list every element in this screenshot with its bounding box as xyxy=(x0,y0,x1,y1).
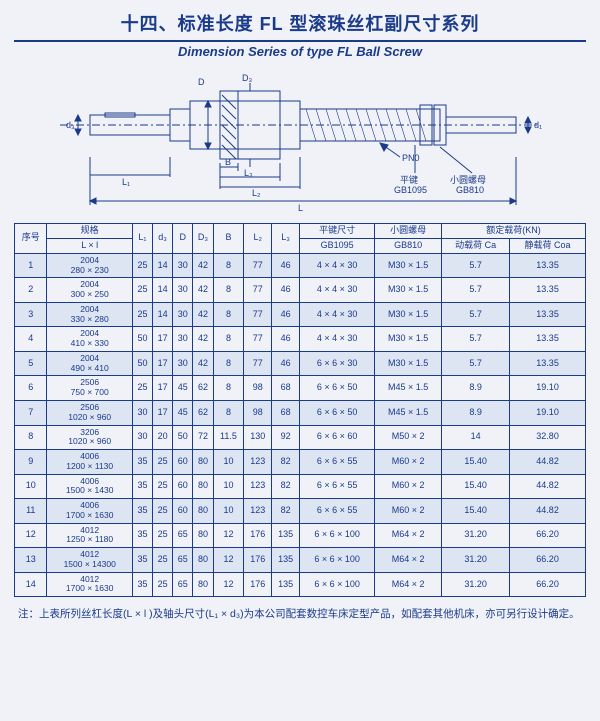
table-row: 725061020 × 96030174562898686 × 6 × 50M4… xyxy=(15,400,586,425)
th-L1: L₁ xyxy=(132,224,152,254)
table-row: 52004490 × 41050173042877466 × 6 × 30M30… xyxy=(15,351,586,376)
table-row: 1440121700 × 163035256580121761356 × 6 ×… xyxy=(15,572,586,597)
table-row: 1240121250 × 118035256580121761356 × 6 ×… xyxy=(15,523,586,548)
th-spec-top: 规格 xyxy=(47,224,132,239)
label-D3: D₃ xyxy=(242,73,252,83)
table-row: 32004330 × 28025143042877464 × 4 × 30M30… xyxy=(15,302,586,327)
label-D: D xyxy=(198,77,205,87)
table-row: 832061020 × 9603020507211.5130926 × 6 × … xyxy=(15,425,586,450)
th-D3: D₃ xyxy=(193,224,213,254)
technical-diagram: d₃ d₁ D D₃ B L₃ L₂ L₁ L PN0 平键 GB1095 小圆… xyxy=(14,65,586,215)
label-d3: d₃ xyxy=(66,120,75,130)
th-spec-bot: L × l xyxy=(47,238,132,253)
th-no: 序号 xyxy=(15,224,47,254)
table-row: 62506750 × 70025174562898686 × 6 × 50M45… xyxy=(15,376,586,401)
label-PN0: PN0 xyxy=(402,153,420,163)
dimension-table: 序号 规格 L₁ d₃ D D₃ B L₂ L₃ 平键尺寸 小圆螺母 额定载荷(… xyxy=(14,223,586,597)
label-flatkey: 平键 xyxy=(400,174,418,185)
label-gb810: GB810 xyxy=(456,185,484,195)
label-L1: L₁ xyxy=(122,177,130,187)
table-row: 22004300 × 25025143042877464 × 4 × 30M30… xyxy=(15,278,586,303)
label-L2: L₂ xyxy=(252,188,261,198)
th-L3: L₃ xyxy=(272,224,300,254)
th-coa: 静载荷 Coa xyxy=(510,238,586,253)
th-nut-top: 小圆螺母 xyxy=(375,224,442,239)
label-B: B xyxy=(225,157,231,167)
label-L3: L₃ xyxy=(244,168,253,178)
th-L2: L₂ xyxy=(244,224,272,254)
label-roundnut: 小圆螺母 xyxy=(450,175,486,185)
table-row: 1140061700 × 16303525608010123826 × 6 × … xyxy=(15,499,586,524)
table-row: 940061200 × 11303525608010123826 × 6 × 5… xyxy=(15,450,586,475)
title-rule xyxy=(14,40,586,42)
table-row: 42004410 × 33050173042877464 × 4 × 30M30… xyxy=(15,327,586,352)
th-D: D xyxy=(173,224,193,254)
th-B: B xyxy=(213,224,244,254)
th-d3: d₃ xyxy=(153,224,173,254)
title-en: Dimension Series of type FL Ball Screw xyxy=(14,44,586,59)
th-load: 额定载荷(KN) xyxy=(442,224,586,239)
th-ca: 动载荷 Ca xyxy=(442,238,510,253)
label-gb1095: GB1095 xyxy=(394,185,427,195)
table-body: 12004280 × 23025143042877464 × 4 × 30M30… xyxy=(15,253,586,596)
table-row: 1340121500 × 1430035256580121761356 × 6 … xyxy=(15,548,586,573)
th-nut-bot: GB810 xyxy=(375,238,442,253)
th-flatkey-top: 平键尺寸 xyxy=(300,224,375,239)
table-row: 1040061500 × 14303525608010123826 × 6 × … xyxy=(15,474,586,499)
th-flatkey-bot: GB1095 xyxy=(300,238,375,253)
footnote: 注：上表所列丝杠长度(L × l )及轴头尺寸(L₁ × d₃)为本公司配套数控… xyxy=(14,607,586,623)
label-d1: d₁ xyxy=(534,120,542,130)
title-cn: 十四、标准长度 FL 型滚珠丝杠副尺寸系列 xyxy=(14,10,586,36)
table-row: 12004280 × 23025143042877464 × 4 × 30M30… xyxy=(15,253,586,278)
label-L: L xyxy=(298,203,303,213)
